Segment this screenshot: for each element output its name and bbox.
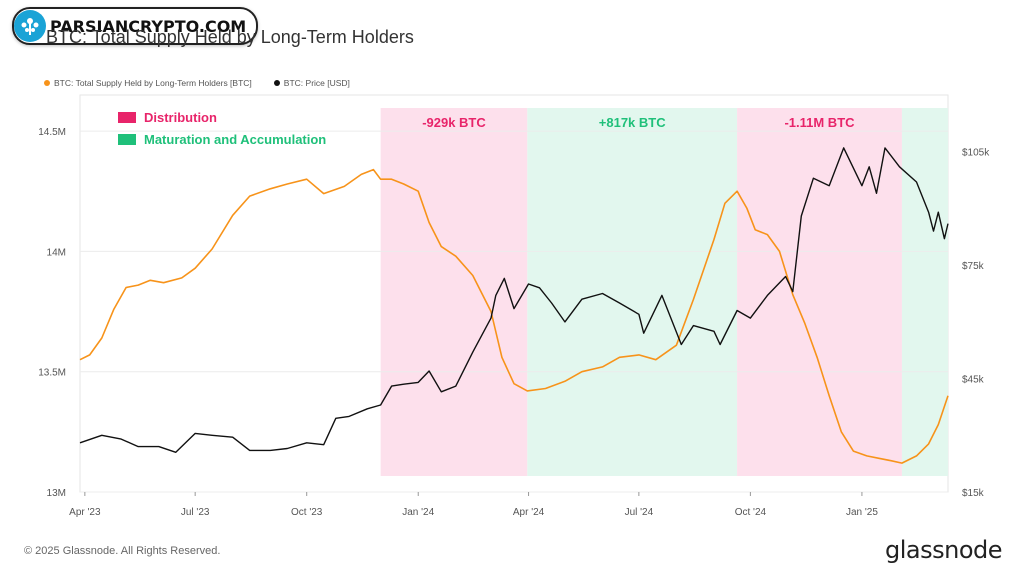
region-distribution-2 <box>737 108 902 476</box>
y-left-tick-label: 14.5M <box>38 127 66 138</box>
x-tick-label: Jul '23 <box>181 507 210 518</box>
legend-label-supply: BTC: Total Supply Held by Long-Term Hold… <box>54 78 252 88</box>
x-tick-label: Jan '24 <box>402 507 434 518</box>
y-left-tick-label: 14M <box>47 247 66 258</box>
legend-dot-supply <box>44 80 50 86</box>
y-left-tick-label: 13M <box>47 488 66 499</box>
brand-logo: glassnode <box>884 536 1003 564</box>
region-label-2: -1.11M BTC <box>784 115 855 130</box>
y-right-tick-label: $45k <box>962 375 985 386</box>
chart-legend: BTC: Total Supply Held by Long-Term Hold… <box>44 78 350 88</box>
box-legend-swatch-1 <box>118 134 136 145</box>
watermark-logo: PARSIANCRYPTO.COM <box>12 7 259 45</box>
y-right-tick-label: $75k <box>962 261 985 272</box>
supply-line <box>79 168 949 464</box>
y-left-tick-label: 13.5M <box>38 368 66 379</box>
x-tick-label: Jul '24 <box>625 507 654 518</box>
legend-item-supply[interactable]: BTC: Total Supply Held by Long-Term Hold… <box>44 78 252 88</box>
region-label-1: +817k BTC <box>599 115 666 130</box>
chart-title: BTC: Total Supply Held by Long-Term Hold… <box>46 27 414 47</box>
x-tick-label: Apr '24 <box>513 507 545 518</box>
box-legend-label-1: Maturation and Accumulation <box>144 132 326 147</box>
x-tick-label: Apr '23 <box>69 507 101 518</box>
region-distribution-0 <box>380 108 528 476</box>
region-accumulation-3 <box>901 108 948 476</box>
y-right-tick-label: $105k <box>962 148 990 159</box>
price-line <box>79 147 949 453</box>
box-legend-swatch-0 <box>118 112 136 123</box>
legend-item-price[interactable]: BTC: Price [USD] <box>273 78 350 88</box>
x-tick-label: Jan '25 <box>846 507 878 518</box>
x-tick-label: Oct '23 <box>291 507 323 518</box>
y-right-tick-label: $15k <box>962 488 985 499</box>
copyright-text: © 2025 Glassnode. All Rights Reserved. <box>24 545 221 557</box>
region-accumulation-1 <box>527 108 738 476</box>
legend-label-price: BTC: Price [USD] <box>283 78 350 88</box>
watermark-text: PARSIANCRYPTO.COM <box>50 16 247 36</box>
box-legend-label-0: Distribution <box>144 110 217 125</box>
legend-dot-price <box>273 80 280 86</box>
tree-logo-icon <box>14 10 46 42</box>
region-label-0: -929k BTC <box>422 115 486 130</box>
x-tick-label: Oct '24 <box>735 507 767 518</box>
